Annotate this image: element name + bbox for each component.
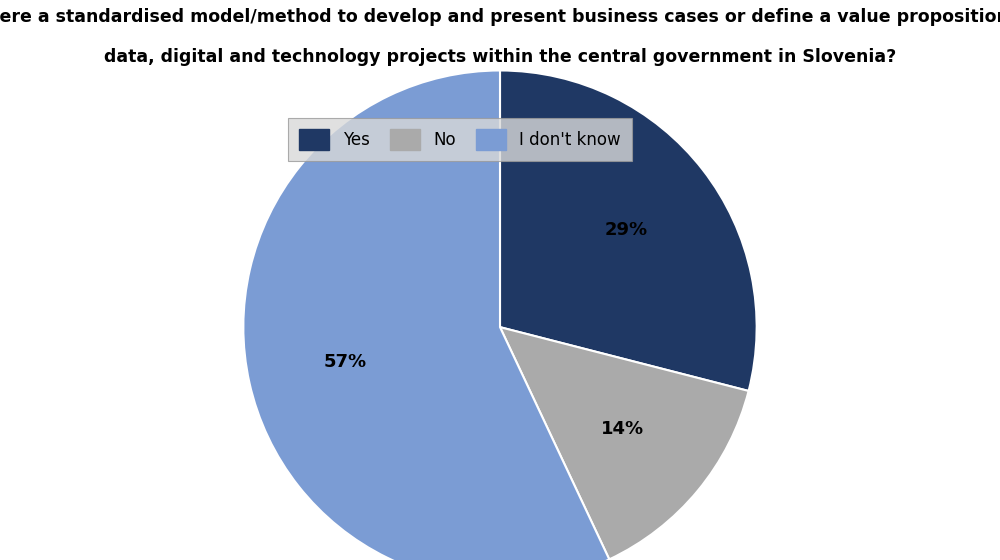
Text: 14%: 14% <box>601 419 644 437</box>
Wedge shape <box>500 71 757 391</box>
Wedge shape <box>500 327 749 559</box>
Text: data, digital and technology projects within the central government in Slovenia?: data, digital and technology projects wi… <box>104 48 896 66</box>
Wedge shape <box>243 71 609 560</box>
Text: 57%: 57% <box>323 353 366 371</box>
Text: Is there a standardised model/method to develop and present business cases or de: Is there a standardised model/method to … <box>0 8 1000 26</box>
Text: 29%: 29% <box>604 221 647 239</box>
Legend: Yes, No, I don't know: Yes, No, I don't know <box>288 118 632 161</box>
